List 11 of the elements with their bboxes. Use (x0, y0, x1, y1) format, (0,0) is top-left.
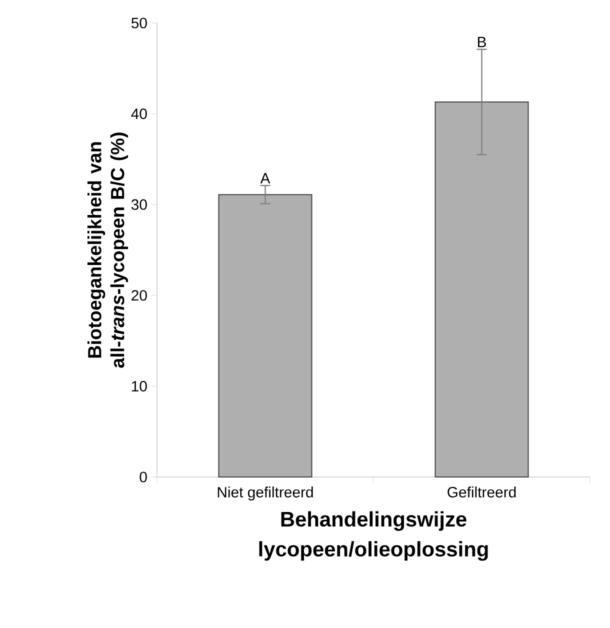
annotation: A (260, 173, 270, 184)
x-axis-title: Behandelingswijze lycopeen/olieoplossing (259, 511, 488, 561)
y-tick-label: 40 (131, 108, 147, 120)
annotation: B (478, 36, 486, 48)
x-tick-label: Gefiltreerd (448, 486, 516, 498)
y-tick-label: 50 (131, 18, 147, 28)
x-tick-label: Niet gefiltreerd (218, 486, 313, 500)
y-tick-label: 30 (131, 199, 147, 210)
y-tick-label: 20 (132, 290, 147, 301)
y-tick-label: 0 (140, 472, 147, 482)
y-tick-label: 10 (132, 380, 147, 392)
